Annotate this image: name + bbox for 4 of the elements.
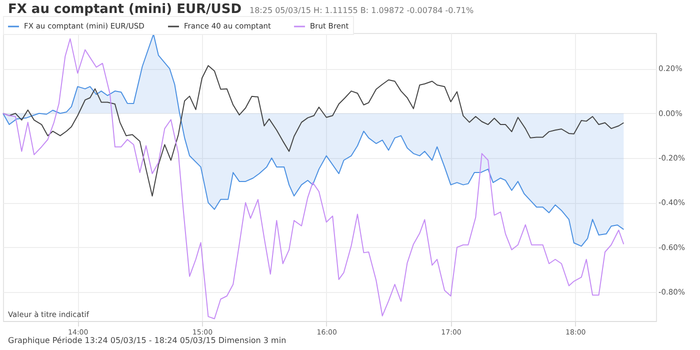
line-series [2, 38, 624, 320]
text: Graphique Période 13:24 05/03/15 - 18:24 05/03/15 Dimension 3 min [8, 336, 286, 345]
chart-title: FX au comptant (mini) EUR/USD [8, 2, 242, 17]
chart-subtitle: 18:25 05/03/15 H: 1.11155 B: 1.09872 -0.00784 -0.71% [249, 6, 474, 15]
